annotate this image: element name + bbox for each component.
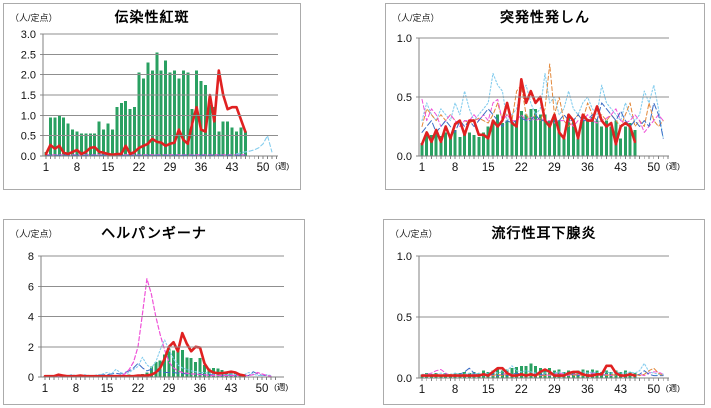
chart-panel-mumps: 1.0 0.5 0.0 1 8 15 22 29 36 43 50 (週) （人/定点） 流行性耳下腺… bbox=[383, 219, 705, 405]
chart-title-mumps: 流行性耳下腺炎 bbox=[491, 225, 597, 241]
svg-text:1: 1 bbox=[419, 162, 425, 174]
svg-text:29: 29 bbox=[548, 384, 561, 396]
y-axis-unit-label: （人/定点） bbox=[10, 13, 58, 23]
svg-text:1: 1 bbox=[42, 383, 48, 395]
svg-text:6: 6 bbox=[28, 281, 34, 293]
svg-text:22: 22 bbox=[515, 384, 528, 396]
svg-text:1.0: 1.0 bbox=[397, 33, 412, 45]
svg-text:0.5: 0.5 bbox=[397, 312, 412, 324]
chart-title-erythema-infectiosum: 伝染性紅斑 bbox=[114, 9, 190, 25]
chart-title-herpangina: ヘルパンギーナ bbox=[101, 225, 207, 241]
svg-text:36: 36 bbox=[194, 383, 207, 395]
svg-text:43: 43 bbox=[225, 383, 238, 395]
svg-text:0: 0 bbox=[28, 372, 34, 384]
chart-canvas-exanthema-subitum: 1.0 0.5 0.0 1 8 15 22 29 36 43 50 (週) bbox=[397, 33, 680, 174]
svg-text:1.5: 1.5 bbox=[21, 90, 36, 102]
svg-text:29: 29 bbox=[548, 162, 561, 174]
svg-text:1.0: 1.0 bbox=[397, 251, 412, 263]
svg-text:8: 8 bbox=[452, 162, 458, 174]
chart-panel-herpangina: 8 6 4 2 0 1 8 15 22 29 36 43 50 (週) （人/定点） ヘルパンギーナ bbox=[3, 219, 305, 405]
chart-title-exanthema-subitum: 突発性発しん bbox=[500, 9, 590, 25]
svg-text:1.0: 1.0 bbox=[21, 110, 36, 122]
svg-text:8: 8 bbox=[28, 251, 34, 263]
chart-panel-erythema-infectiosum: 3.0 2.5 2.0 1.5 1.0 0.5 0.0 1 8 15 22 29 36 43 50 (週) （… bbox=[3, 3, 301, 190]
svg-text:22: 22 bbox=[132, 383, 145, 395]
svg-text:2: 2 bbox=[28, 342, 34, 354]
svg-text:22: 22 bbox=[133, 162, 146, 174]
svg-text:8: 8 bbox=[74, 162, 80, 174]
svg-text:29: 29 bbox=[163, 383, 176, 395]
svg-text:(週): (週) bbox=[275, 161, 289, 171]
svg-text:15: 15 bbox=[482, 162, 495, 174]
y-axis-unit-label: （人/定点） bbox=[10, 229, 58, 239]
svg-text:2.0: 2.0 bbox=[21, 70, 36, 82]
svg-text:15: 15 bbox=[482, 384, 495, 396]
chart-canvas-erythema-infectiosum: 3.0 2.5 2.0 1.5 1.0 0.5 0.0 1 8 15 22 29 36 43 50 (週) bbox=[21, 29, 290, 174]
chart-panel-exanthema-subitum: 1.0 0.5 0.0 1 8 15 22 29 36 43 50 (週) （人/定点） 突発性発しん bbox=[385, 3, 705, 190]
chart-canvas-mumps: 1.0 0.5 0.0 1 8 15 22 29 36 43 50 (週) bbox=[397, 251, 680, 396]
svg-text:22: 22 bbox=[515, 162, 528, 174]
svg-text:0.0: 0.0 bbox=[21, 151, 36, 163]
svg-text:2.5: 2.5 bbox=[21, 49, 36, 61]
svg-text:50: 50 bbox=[647, 384, 660, 396]
svg-text:36: 36 bbox=[581, 384, 594, 396]
svg-text:43: 43 bbox=[226, 162, 239, 174]
svg-text:8: 8 bbox=[73, 383, 79, 395]
svg-text:1: 1 bbox=[43, 162, 49, 174]
svg-text:4: 4 bbox=[28, 312, 34, 324]
svg-text:50: 50 bbox=[647, 162, 660, 174]
svg-text:0.5: 0.5 bbox=[21, 131, 36, 143]
svg-text:50: 50 bbox=[257, 162, 270, 174]
y-axis-unit-label: （人/定点） bbox=[392, 13, 440, 23]
chart-canvas-herpangina: 8 6 4 2 01 8 15 22 29 36 43 50 (週) bbox=[28, 251, 289, 395]
svg-text:0.5: 0.5 bbox=[397, 92, 412, 104]
svg-text:15: 15 bbox=[101, 383, 114, 395]
svg-text:1: 1 bbox=[419, 384, 425, 396]
svg-text:29: 29 bbox=[164, 162, 177, 174]
svg-text:43: 43 bbox=[614, 162, 627, 174]
svg-text:15: 15 bbox=[102, 162, 115, 174]
svg-text:3.0: 3.0 bbox=[21, 29, 36, 41]
svg-text:0.0: 0.0 bbox=[397, 151, 412, 163]
svg-text:(週): (週) bbox=[666, 383, 680, 393]
svg-text:36: 36 bbox=[195, 162, 208, 174]
svg-text:36: 36 bbox=[581, 162, 594, 174]
y-axis-unit-label: （人/定点） bbox=[390, 229, 438, 239]
svg-text:50: 50 bbox=[256, 383, 269, 395]
svg-text:8: 8 bbox=[452, 384, 458, 396]
svg-text:(週): (週) bbox=[274, 382, 288, 392]
svg-text:(週): (週) bbox=[666, 161, 680, 171]
svg-text:0.0: 0.0 bbox=[397, 373, 412, 385]
svg-text:43: 43 bbox=[614, 384, 627, 396]
